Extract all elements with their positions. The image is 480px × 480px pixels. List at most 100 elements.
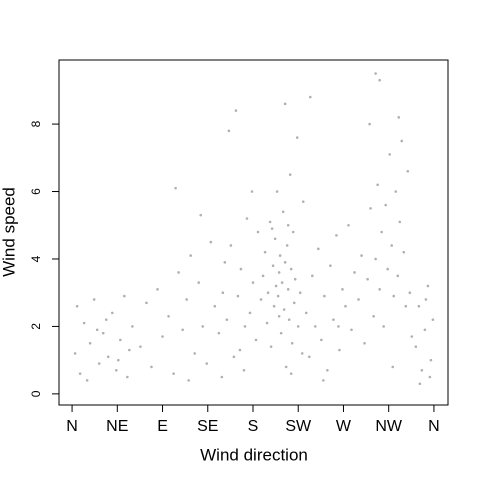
point (281, 210, 285, 214)
point (106, 355, 110, 359)
point (277, 315, 281, 318)
point (209, 240, 213, 244)
point (301, 200, 305, 203)
point (317, 247, 320, 251)
point (392, 294, 396, 298)
point (117, 358, 120, 362)
point (363, 341, 366, 345)
point (88, 341, 92, 345)
point (271, 264, 275, 268)
point (283, 102, 287, 106)
point (227, 129, 231, 133)
point (282, 308, 286, 311)
point (288, 173, 292, 176)
point (314, 325, 317, 328)
point (279, 331, 283, 335)
point (284, 365, 288, 369)
point (400, 139, 404, 143)
y-tick-label: 6 (29, 188, 43, 195)
point (181, 328, 184, 332)
point (414, 345, 418, 348)
point (429, 358, 433, 362)
point (380, 230, 383, 234)
point (177, 271, 180, 274)
point (326, 368, 329, 372)
point (259, 298, 263, 301)
point (296, 325, 300, 328)
point (263, 250, 267, 254)
point (150, 365, 153, 369)
point (291, 230, 295, 234)
point (119, 338, 122, 342)
point (73, 352, 77, 355)
x-tick-label: N (66, 418, 78, 435)
point (145, 301, 148, 305)
point (368, 122, 371, 126)
point (350, 328, 353, 332)
y-tick-label: 8 (29, 120, 43, 127)
point (261, 274, 265, 278)
point (337, 325, 340, 328)
point (388, 153, 392, 156)
point (398, 220, 402, 224)
point (366, 277, 369, 281)
point (278, 254, 282, 257)
point (372, 315, 375, 318)
point (335, 234, 338, 237)
point (270, 227, 274, 230)
point (286, 288, 290, 291)
point (276, 294, 280, 298)
point (269, 345, 273, 348)
point (275, 190, 279, 193)
point (357, 298, 360, 301)
point (272, 304, 276, 308)
x-tick-label: NW (375, 418, 403, 435)
point (384, 203, 387, 207)
point (243, 325, 247, 328)
point (308, 95, 312, 99)
point (374, 72, 377, 75)
point (420, 368, 424, 372)
point (128, 348, 131, 352)
point (75, 304, 79, 308)
point (311, 274, 314, 278)
y-tick-label: 4 (29, 255, 43, 262)
point (139, 345, 142, 348)
point (268, 220, 272, 224)
point (300, 352, 304, 355)
point (283, 261, 287, 264)
point (201, 325, 205, 328)
point (225, 318, 229, 321)
point (274, 284, 278, 288)
point (289, 267, 293, 271)
x-tick-label: S (248, 418, 259, 435)
point (213, 304, 217, 308)
point (114, 368, 118, 372)
x-tick-label: NE (106, 418, 128, 435)
point (95, 328, 99, 332)
point (404, 304, 408, 308)
point (293, 277, 297, 281)
point (245, 217, 249, 220)
point (378, 288, 381, 291)
point (344, 304, 347, 308)
point (378, 78, 381, 82)
point (256, 230, 260, 234)
point (234, 109, 238, 112)
point (193, 352, 196, 355)
point (341, 288, 344, 291)
point (360, 254, 363, 257)
point (428, 375, 432, 379)
point (285, 244, 289, 247)
x-axis-label: Wind direction (200, 445, 308, 464)
point (382, 325, 385, 328)
point (329, 264, 332, 268)
point (248, 311, 252, 315)
x-tick-label: W (336, 418, 352, 435)
point (220, 375, 224, 379)
point (369, 207, 372, 210)
point (304, 311, 308, 315)
point (423, 328, 427, 332)
point (101, 331, 105, 335)
